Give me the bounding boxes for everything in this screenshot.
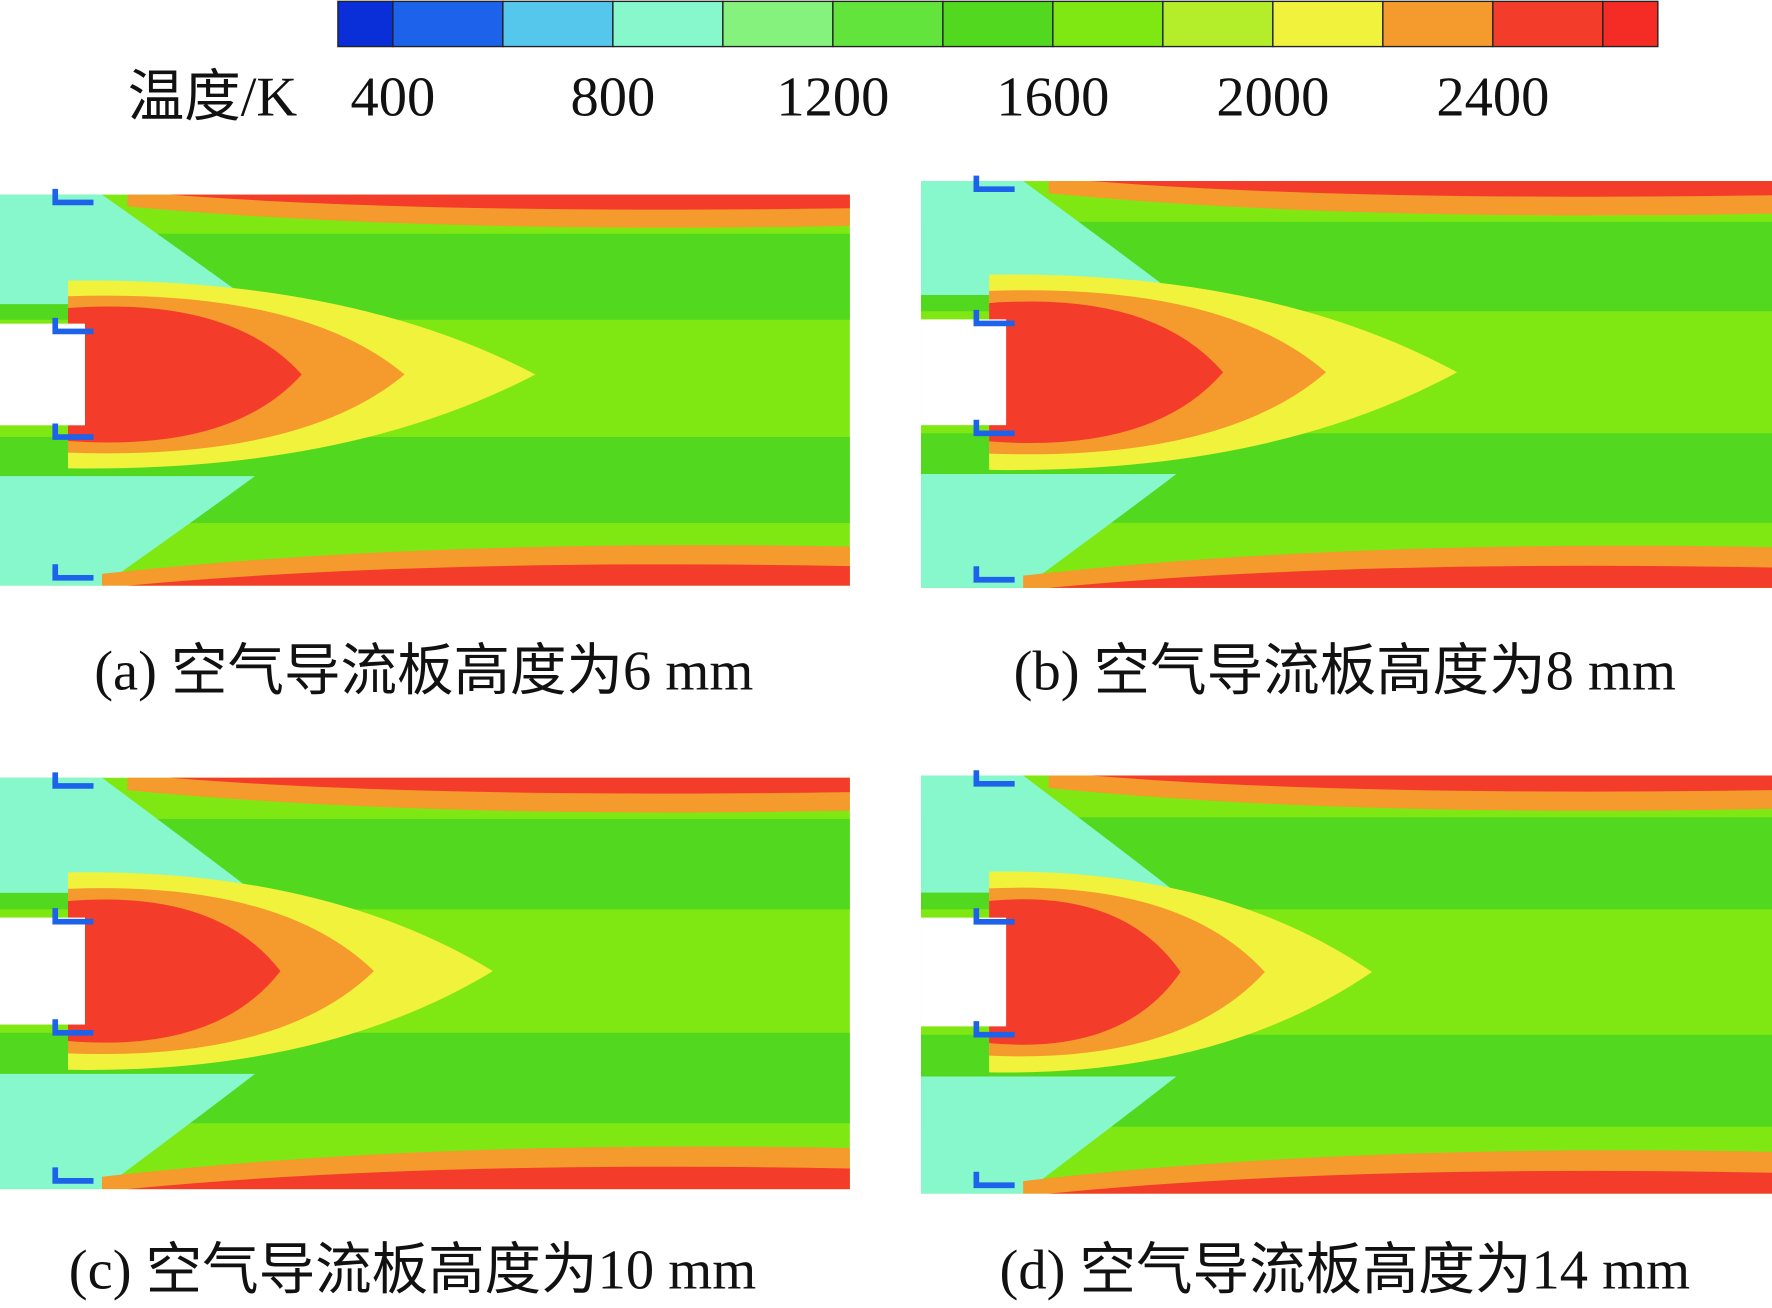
air-guide [52,772,94,789]
panel-caption: (b) 空气导流板高度为8 mm [1014,641,1676,703]
colorbar-tick-label: 1600 [996,67,1109,129]
cold-inlet [0,1073,255,1190]
fuel-nozzle [921,917,1007,1027]
colorbar-segment [392,0,504,48]
cold-inlet [0,777,255,893]
colorbar-segment [612,0,724,48]
colorbar-segment [722,0,834,48]
colorbar-label: 温度/K [128,67,298,129]
colorbar-segment [1162,0,1274,48]
air-guide [52,423,94,440]
hot-wall [101,1166,850,1190]
air-guide [973,1021,1015,1038]
hot-wall [101,564,850,586]
hot-wall [1023,1170,1772,1194]
colorbar-tick-label: 2400 [1436,67,1549,129]
air-guide [973,419,1015,437]
colorbar-tick-label: 1200 [776,67,889,129]
air-guide [973,309,1015,327]
cold-inlet [921,181,1177,295]
air-guide [52,317,94,335]
air-guide [52,908,94,925]
colorbar-segment [1602,0,1659,48]
air-guide [973,175,1015,193]
panel-caption: (c) 空气导流板高度为10 mm [69,1240,756,1302]
hot-wall [127,194,850,210]
colorbar-tick-label: 2000 [1216,67,1329,129]
air-guide [52,1167,94,1184]
contour-panel [0,188,850,586]
hot-wall [1023,565,1772,588]
air-guide [52,1019,94,1036]
air-guide [973,770,1015,787]
panel-caption: (a) 空气导流板高度为6 mm [94,641,753,703]
cold-inlet [0,194,255,305]
contour-panel [921,770,1772,1194]
air-guide [973,908,1015,925]
contour-panel [0,772,850,1190]
cold-inlet [921,1076,1177,1194]
colorbar-segment [1052,0,1164,48]
colorbar-segment [337,0,394,48]
fuel-nozzle [0,323,85,426]
colorbar-segment [1272,0,1384,48]
air-guide [52,188,94,206]
flame [67,306,302,443]
cold-inlet [921,473,1177,588]
colorbar-segment [502,0,614,48]
panel-caption: (d) 空气导流板高度为14 mm [1000,1240,1691,1302]
flame [989,899,1181,1045]
cold-inlet [921,775,1177,893]
colorbar-tick-label: 800 [571,67,656,129]
colorbar-tick-label: 400 [351,67,436,129]
air-guide [973,1171,1015,1189]
fuel-nozzle [921,319,1007,426]
colorbar-segment [1382,0,1494,48]
cold-inlet [0,476,255,586]
hot-wall [1048,181,1772,197]
colorbar-segment [942,0,1054,48]
flame [989,301,1224,444]
contour-panel [921,175,1772,588]
fuel-nozzle [0,917,85,1025]
colorbar-segment [1492,0,1604,48]
air-guide [52,564,94,581]
hot-wall [1048,775,1772,792]
colorbar-segment [832,0,944,48]
hot-wall [127,777,850,794]
flame [67,899,281,1043]
air-guide [973,566,1015,583]
